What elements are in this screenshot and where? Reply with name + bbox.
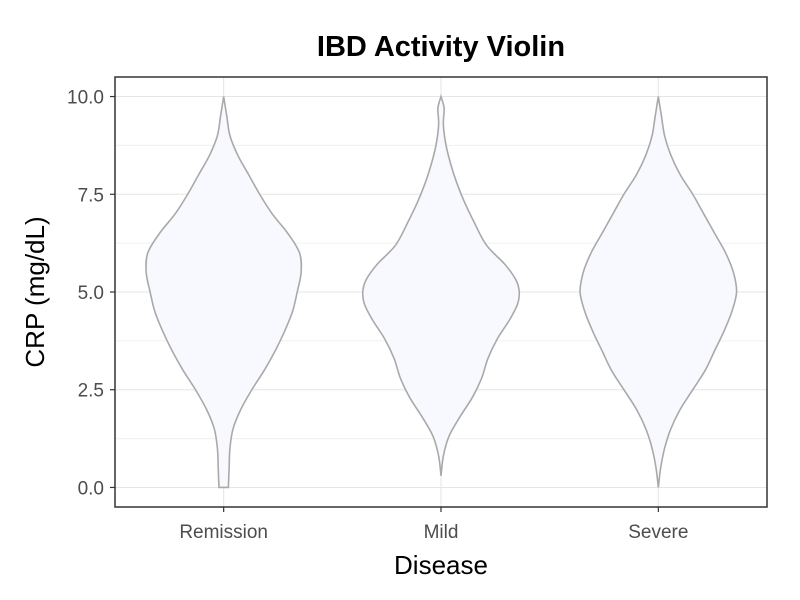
y-axis-title: CRP (mg/dL) [20, 216, 50, 367]
violin-layer [145, 93, 738, 489]
x-tick-label: Severe [628, 522, 688, 543]
x-axis: Remission Mild Severe [179, 507, 688, 543]
chart-title: IBD Activity Violin [317, 31, 565, 63]
violin-severe [579, 96, 738, 488]
y-tick-label: 2.5 [78, 381, 104, 402]
x-tick-label: Remission [179, 522, 268, 543]
y-axis: 0.0 2.5 5.0 7.5 10.0 [67, 88, 115, 499]
y-tick-label: 10.0 [67, 88, 104, 109]
y-tick-label: 7.5 [78, 185, 104, 206]
violin-remission [145, 96, 303, 489]
y-tick-label: 0.0 [78, 478, 104, 499]
x-axis-title: Disease [394, 550, 488, 580]
y-tick-label: 5.0 [78, 283, 104, 304]
violin-mild [361, 93, 521, 476]
x-tick-label: Mild [424, 522, 459, 543]
